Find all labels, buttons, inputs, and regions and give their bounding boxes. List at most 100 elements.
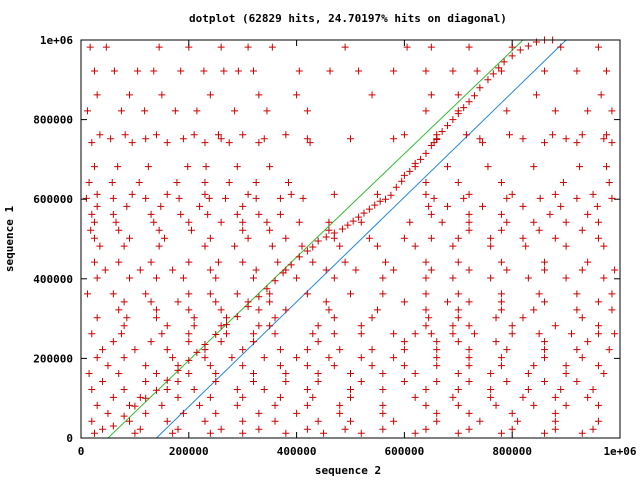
data-point (99, 425, 107, 433)
data-point (379, 409, 387, 417)
data-point (584, 258, 592, 266)
data-point (179, 409, 187, 417)
data-point (562, 401, 570, 409)
data-point (465, 354, 473, 362)
data-point (603, 67, 611, 75)
data-point (365, 205, 373, 213)
data-point (398, 177, 406, 185)
data-point (476, 417, 484, 425)
x-tick-label: 1e+06 (603, 445, 636, 458)
data-point (376, 197, 384, 205)
data-point (360, 209, 368, 217)
data-point (503, 266, 511, 274)
data-point (449, 242, 457, 250)
data-point (605, 346, 613, 354)
data-point (309, 330, 317, 338)
data-point (411, 370, 419, 378)
data-point (134, 67, 142, 75)
data-point (255, 322, 263, 330)
data-point (185, 306, 193, 314)
data-point (244, 43, 252, 51)
data-point (541, 67, 549, 75)
data-point (131, 429, 139, 437)
data-point (293, 274, 301, 282)
data-point (255, 91, 263, 99)
data-point (287, 261, 295, 269)
data-point (142, 290, 150, 298)
data-point (252, 178, 260, 186)
data-point (479, 202, 487, 210)
data-point (465, 218, 473, 226)
data-point (93, 190, 101, 198)
data-point (293, 409, 301, 417)
data-point (476, 84, 484, 92)
data-point (551, 425, 559, 433)
data-point (220, 67, 228, 75)
data-point (336, 409, 344, 417)
data-point (303, 290, 311, 298)
data-point (487, 393, 495, 401)
data-point (185, 356, 193, 364)
data-point (400, 234, 408, 242)
data-point (282, 377, 290, 385)
data-point (584, 107, 592, 115)
data-point (282, 306, 290, 314)
data-point (497, 429, 505, 437)
data-point (314, 417, 322, 425)
data-point (497, 258, 505, 266)
data-point (93, 274, 101, 282)
data-point (225, 178, 233, 186)
data-point (126, 417, 134, 425)
data-point (303, 247, 311, 255)
data-point (204, 210, 212, 218)
data-point (573, 346, 581, 354)
data-point (508, 330, 516, 338)
data-point (487, 385, 495, 393)
data-point (169, 429, 177, 437)
data-point (444, 163, 452, 171)
data-point (541, 258, 549, 266)
data-point (336, 346, 344, 354)
data-point (158, 91, 166, 99)
y-tick-label: 600000 (33, 193, 73, 206)
data-point (252, 266, 260, 274)
data-point (390, 67, 398, 75)
data-point (508, 190, 516, 198)
data-point (187, 226, 195, 234)
data-point (174, 425, 182, 433)
data-point (425, 202, 433, 210)
data-point (314, 338, 322, 346)
data-point (519, 135, 527, 143)
data-point (462, 131, 470, 139)
data-point (309, 243, 317, 251)
data-point (249, 338, 257, 346)
data-point (271, 277, 279, 285)
data-point (497, 290, 505, 298)
data-point (200, 67, 208, 75)
data-point (387, 191, 395, 199)
data-point (212, 298, 220, 306)
data-point (120, 242, 128, 250)
data-point (514, 417, 522, 425)
data-point (109, 393, 117, 401)
data-point (330, 190, 338, 198)
data-point (93, 314, 101, 322)
data-point (174, 393, 182, 401)
data-point (562, 242, 570, 250)
data-point (600, 370, 608, 378)
data-point (600, 242, 608, 250)
data-point (212, 409, 220, 417)
data-point (109, 290, 117, 298)
data-point (546, 210, 554, 218)
data-point (234, 67, 242, 75)
data-point (449, 322, 457, 330)
data-point (573, 290, 581, 298)
data-point (87, 226, 95, 234)
data-point (285, 178, 293, 186)
data-point (519, 314, 527, 322)
data-point (131, 402, 139, 410)
data-point (115, 226, 123, 234)
data-point (109, 338, 117, 346)
data-point (99, 346, 107, 354)
data-point (578, 314, 586, 322)
